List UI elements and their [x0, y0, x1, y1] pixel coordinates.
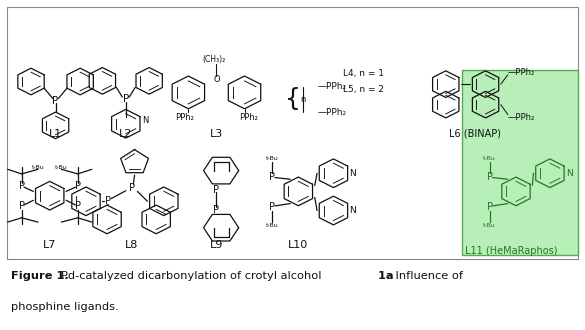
Text: N: N [566, 169, 573, 178]
Text: t-Bu: t-Bu [483, 156, 496, 161]
Bar [462, 70, 578, 255]
Text: N: N [143, 116, 149, 125]
Text: {: { [284, 87, 301, 111]
Text: P: P [129, 183, 135, 193]
Text: L1: L1 [49, 129, 62, 139]
Text: —PPh₂: —PPh₂ [508, 113, 535, 122]
Text: (CH₃)₂: (CH₃)₂ [202, 55, 225, 64]
Text: P: P [105, 196, 111, 206]
Text: P: P [75, 181, 81, 191]
Text: t-Bu: t-Bu [55, 165, 68, 170]
Text: L10: L10 [288, 240, 308, 250]
Text: L7: L7 [43, 240, 56, 250]
Text: Figure 1.: Figure 1. [11, 271, 68, 281]
Text: —PPh₂: —PPh₂ [508, 68, 535, 77]
Text: L9: L9 [210, 240, 223, 250]
Text: —PPh₂: —PPh₂ [318, 108, 347, 117]
Text: N: N [349, 206, 356, 215]
Text: P: P [269, 172, 275, 182]
Text: PPh₂: PPh₂ [239, 113, 258, 122]
Text: —PPh₂: —PPh₂ [318, 82, 347, 91]
Text: L5, n = 2: L5, n = 2 [343, 84, 384, 94]
Text: L11 (HeMaRaphos): L11 (HeMaRaphos) [465, 246, 558, 256]
Text: P: P [214, 205, 219, 214]
Text: t-Bu: t-Bu [266, 156, 278, 161]
Text: : Influence of: : Influence of [388, 271, 463, 281]
Text: n: n [300, 94, 306, 104]
Text: t-Bu: t-Bu [32, 165, 44, 170]
Text: O: O [213, 75, 220, 84]
Text: P: P [53, 96, 58, 106]
Text: t-Bu: t-Bu [266, 222, 278, 228]
Text: P: P [487, 172, 493, 182]
Text: P: P [487, 202, 493, 212]
Text: P: P [19, 181, 25, 191]
Text: L2: L2 [119, 129, 132, 139]
Text: L6 (BINAP): L6 (BINAP) [449, 129, 501, 139]
Text: Pd-catalyzed dicarbonylation of crotyl alcohol: Pd-catalyzed dicarbonylation of crotyl a… [61, 271, 322, 281]
Text: P: P [75, 201, 81, 211]
Text: L8: L8 [125, 240, 138, 250]
Text: PPh₂: PPh₂ [175, 113, 194, 122]
Text: N: N [349, 169, 356, 178]
Text: P: P [123, 94, 129, 104]
Text: P: P [214, 185, 219, 195]
Text: 1a: 1a [374, 271, 394, 281]
Text: P: P [269, 202, 275, 212]
Text: t-Bu: t-Bu [483, 222, 496, 228]
Bar [7, 7, 578, 259]
Text: L3: L3 [210, 129, 223, 139]
Text: P: P [19, 201, 25, 211]
Text: phosphine ligands.: phosphine ligands. [11, 302, 118, 312]
Text: L4, n = 1: L4, n = 1 [343, 69, 384, 78]
